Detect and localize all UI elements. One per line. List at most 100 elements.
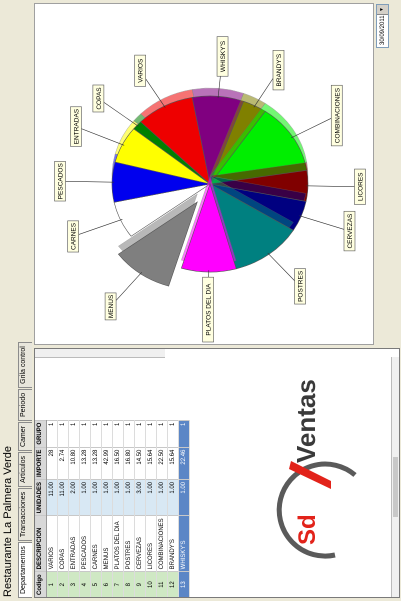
table-cell: 1 xyxy=(134,420,145,448)
table-cell: 28 xyxy=(46,447,57,480)
table-cell: 1.00 xyxy=(101,479,112,516)
pie-label-leader xyxy=(73,219,123,237)
table-cell: 1 xyxy=(90,420,101,448)
table-row[interactable]: 12 BRANDY'S 1.00 15.64 1 xyxy=(167,420,178,597)
table-cell: 10 xyxy=(145,571,156,597)
pie-label-text: MENUS xyxy=(108,294,115,318)
table-cell: COMBINACIONES xyxy=(156,515,167,572)
table-cell: LICORES xyxy=(145,515,156,572)
table-cell: BRANDY'S xyxy=(167,515,178,572)
pie-label-box xyxy=(54,161,66,202)
tab-periodo[interactable]: Periodo xyxy=(18,388,32,422)
table-row[interactable]: 6 MENUS 1.00 42.99 1 xyxy=(101,420,112,597)
column-header-grupo[interactable]: GRUPO xyxy=(35,420,46,448)
table-row[interactable]: 8 POSTRES 1.00 16.80 1 xyxy=(123,420,134,597)
table-row[interactable]: 9 CERVEZAS 3.00 14.50 1 xyxy=(134,420,145,597)
table-body: 1 VARIOS 11.00 28 1 2 COPAS 11.00 2.74 1 3 ENTRADAS… xyxy=(46,420,189,597)
scrollbar-thumb[interactable] xyxy=(393,457,398,517)
table-cell: 15.64 xyxy=(167,447,178,480)
pie-label-text: CERVEZAS xyxy=(347,213,354,249)
pie-label-text: COPAS xyxy=(96,87,103,110)
table-cell: 1.00 xyxy=(145,479,156,516)
table-cell: 16.50 xyxy=(112,447,123,480)
logo-check-mark xyxy=(289,461,331,489)
pie-label-text: PLATOS DEL DIA xyxy=(206,283,213,336)
date-value: 30/09/2011 xyxy=(380,15,386,45)
tab-articulos[interactable]: Articulos xyxy=(18,452,32,487)
pie-label-box xyxy=(92,84,105,113)
pie-label-leader xyxy=(299,215,350,232)
pie-label-text: VARIOS xyxy=(138,58,145,83)
pie-label-box xyxy=(67,220,79,253)
tab-grila-control[interactable]: Grila control xyxy=(18,342,32,388)
table-cell: 10.80 xyxy=(68,447,79,480)
table-cell: 7 xyxy=(112,571,123,597)
pie-label-box xyxy=(272,50,285,91)
table-cell: 1.00 xyxy=(123,479,134,516)
sales-chart-panel: MENUS CARNES PESCADOS ENTRADAS COPAS VARIOS WH… xyxy=(34,3,374,345)
table-cell: VARIOS xyxy=(46,515,57,572)
tab-transacciones[interactable]: Transacciones xyxy=(18,487,32,542)
pie-label-text: LICORES xyxy=(357,172,364,201)
column-header-unidades[interactable]: UNIDADES xyxy=(35,479,46,516)
pie-label-leader xyxy=(291,115,337,139)
table-row[interactable]: 1 VARIOS 11.00 28 1 xyxy=(46,420,57,597)
tab-departamentos[interactable]: Departamentos xyxy=(18,542,32,598)
column-header-codigo[interactable]: Codigo xyxy=(35,571,46,597)
pie-label-box xyxy=(202,276,214,343)
pie-label-box xyxy=(104,292,117,321)
departments-panel: Codigo DESCRIPCION UNIDADES IMPORTE GRUP… xyxy=(34,348,400,598)
table-cell: 22.50 xyxy=(156,447,167,480)
table-cell: PLATOS DEL DIA xyxy=(112,515,123,572)
table-cell: 6 xyxy=(101,571,112,597)
pie-label-text: COMBINACIONES xyxy=(334,87,341,143)
table-cell: 1.00 xyxy=(79,479,90,516)
column-header-descripcion[interactable]: DESCRIPCION xyxy=(35,515,46,572)
table-row[interactable]: 11 COMBINACIONES 1.00 22.50 1 xyxy=(156,420,167,597)
table-cell: 2 xyxy=(57,571,68,597)
table-row[interactable]: 3 ENTRADAS 2.00 10.80 1 xyxy=(68,420,79,597)
column-header-importe[interactable]: IMPORTE xyxy=(35,447,46,480)
table-cell: 13.28 xyxy=(79,447,90,480)
table-cell: 1.00 xyxy=(167,479,178,516)
pie-label-leader xyxy=(98,98,139,127)
table-cell: 11.00 xyxy=(57,479,68,516)
table-row[interactable]: 5 CARNES 1.00 13.28 1 xyxy=(90,420,101,597)
table-cell: CARNES xyxy=(90,515,101,572)
table-cell: 11 xyxy=(156,571,167,597)
table-row[interactable]: 7 PLATOS DEL DIA 1.00 16.50 1 xyxy=(112,420,123,597)
pie-label-text: ENTRADAS xyxy=(73,108,80,144)
table-cell: 1 xyxy=(167,420,178,448)
table-cell: 1 xyxy=(46,420,57,448)
departments-table: Codigo DESCRIPCION UNIDADES IMPORTE GRUP… xyxy=(35,420,190,597)
chevron-down-icon[interactable]: ▼ xyxy=(377,5,388,15)
table-cell: 1.00 xyxy=(90,479,101,516)
horizontal-scrollbar[interactable] xyxy=(391,357,399,597)
pie-label-text: BRANDY'S xyxy=(276,53,283,86)
pie-label-box xyxy=(134,54,146,87)
pie-label-box xyxy=(343,210,356,252)
vertical-scrollbar[interactable] xyxy=(35,349,165,358)
table-cell: 15.64 xyxy=(145,447,156,480)
logo-text: Ventas xyxy=(291,379,321,463)
table-cell: 1 xyxy=(46,571,57,597)
table-header-row: Codigo DESCRIPCION UNIDADES IMPORTE GRUP… xyxy=(35,420,46,597)
tab-camer[interactable]: Camer xyxy=(18,422,32,452)
table-cell: 4 xyxy=(79,571,90,597)
table-cell: 11.00 xyxy=(46,479,57,516)
table-row[interactable]: 4 PESCADOS 1.00 13.28 1 xyxy=(79,420,90,597)
date-picker[interactable]: 30/09/2011 ▼ xyxy=(376,4,389,48)
table-cell: 1 xyxy=(101,420,112,448)
tab-bar: Departamentos Transacciones Articulos Ca… xyxy=(18,341,32,598)
pie-label-leader xyxy=(60,180,114,183)
logo-mark: Sd xyxy=(294,514,321,545)
table-row[interactable]: 10 LICORES 1.00 15.64 1 xyxy=(145,420,156,597)
sdventas-logo: Sd Ventas xyxy=(185,363,381,585)
table-cell: POSTRES xyxy=(123,515,134,572)
table-cell: 1 xyxy=(68,420,79,448)
table-cell: 13.28 xyxy=(90,447,101,480)
table-cell: 1 xyxy=(57,420,68,448)
table-row[interactable]: 2 COPAS 11.00 2.74 1 xyxy=(57,420,68,597)
